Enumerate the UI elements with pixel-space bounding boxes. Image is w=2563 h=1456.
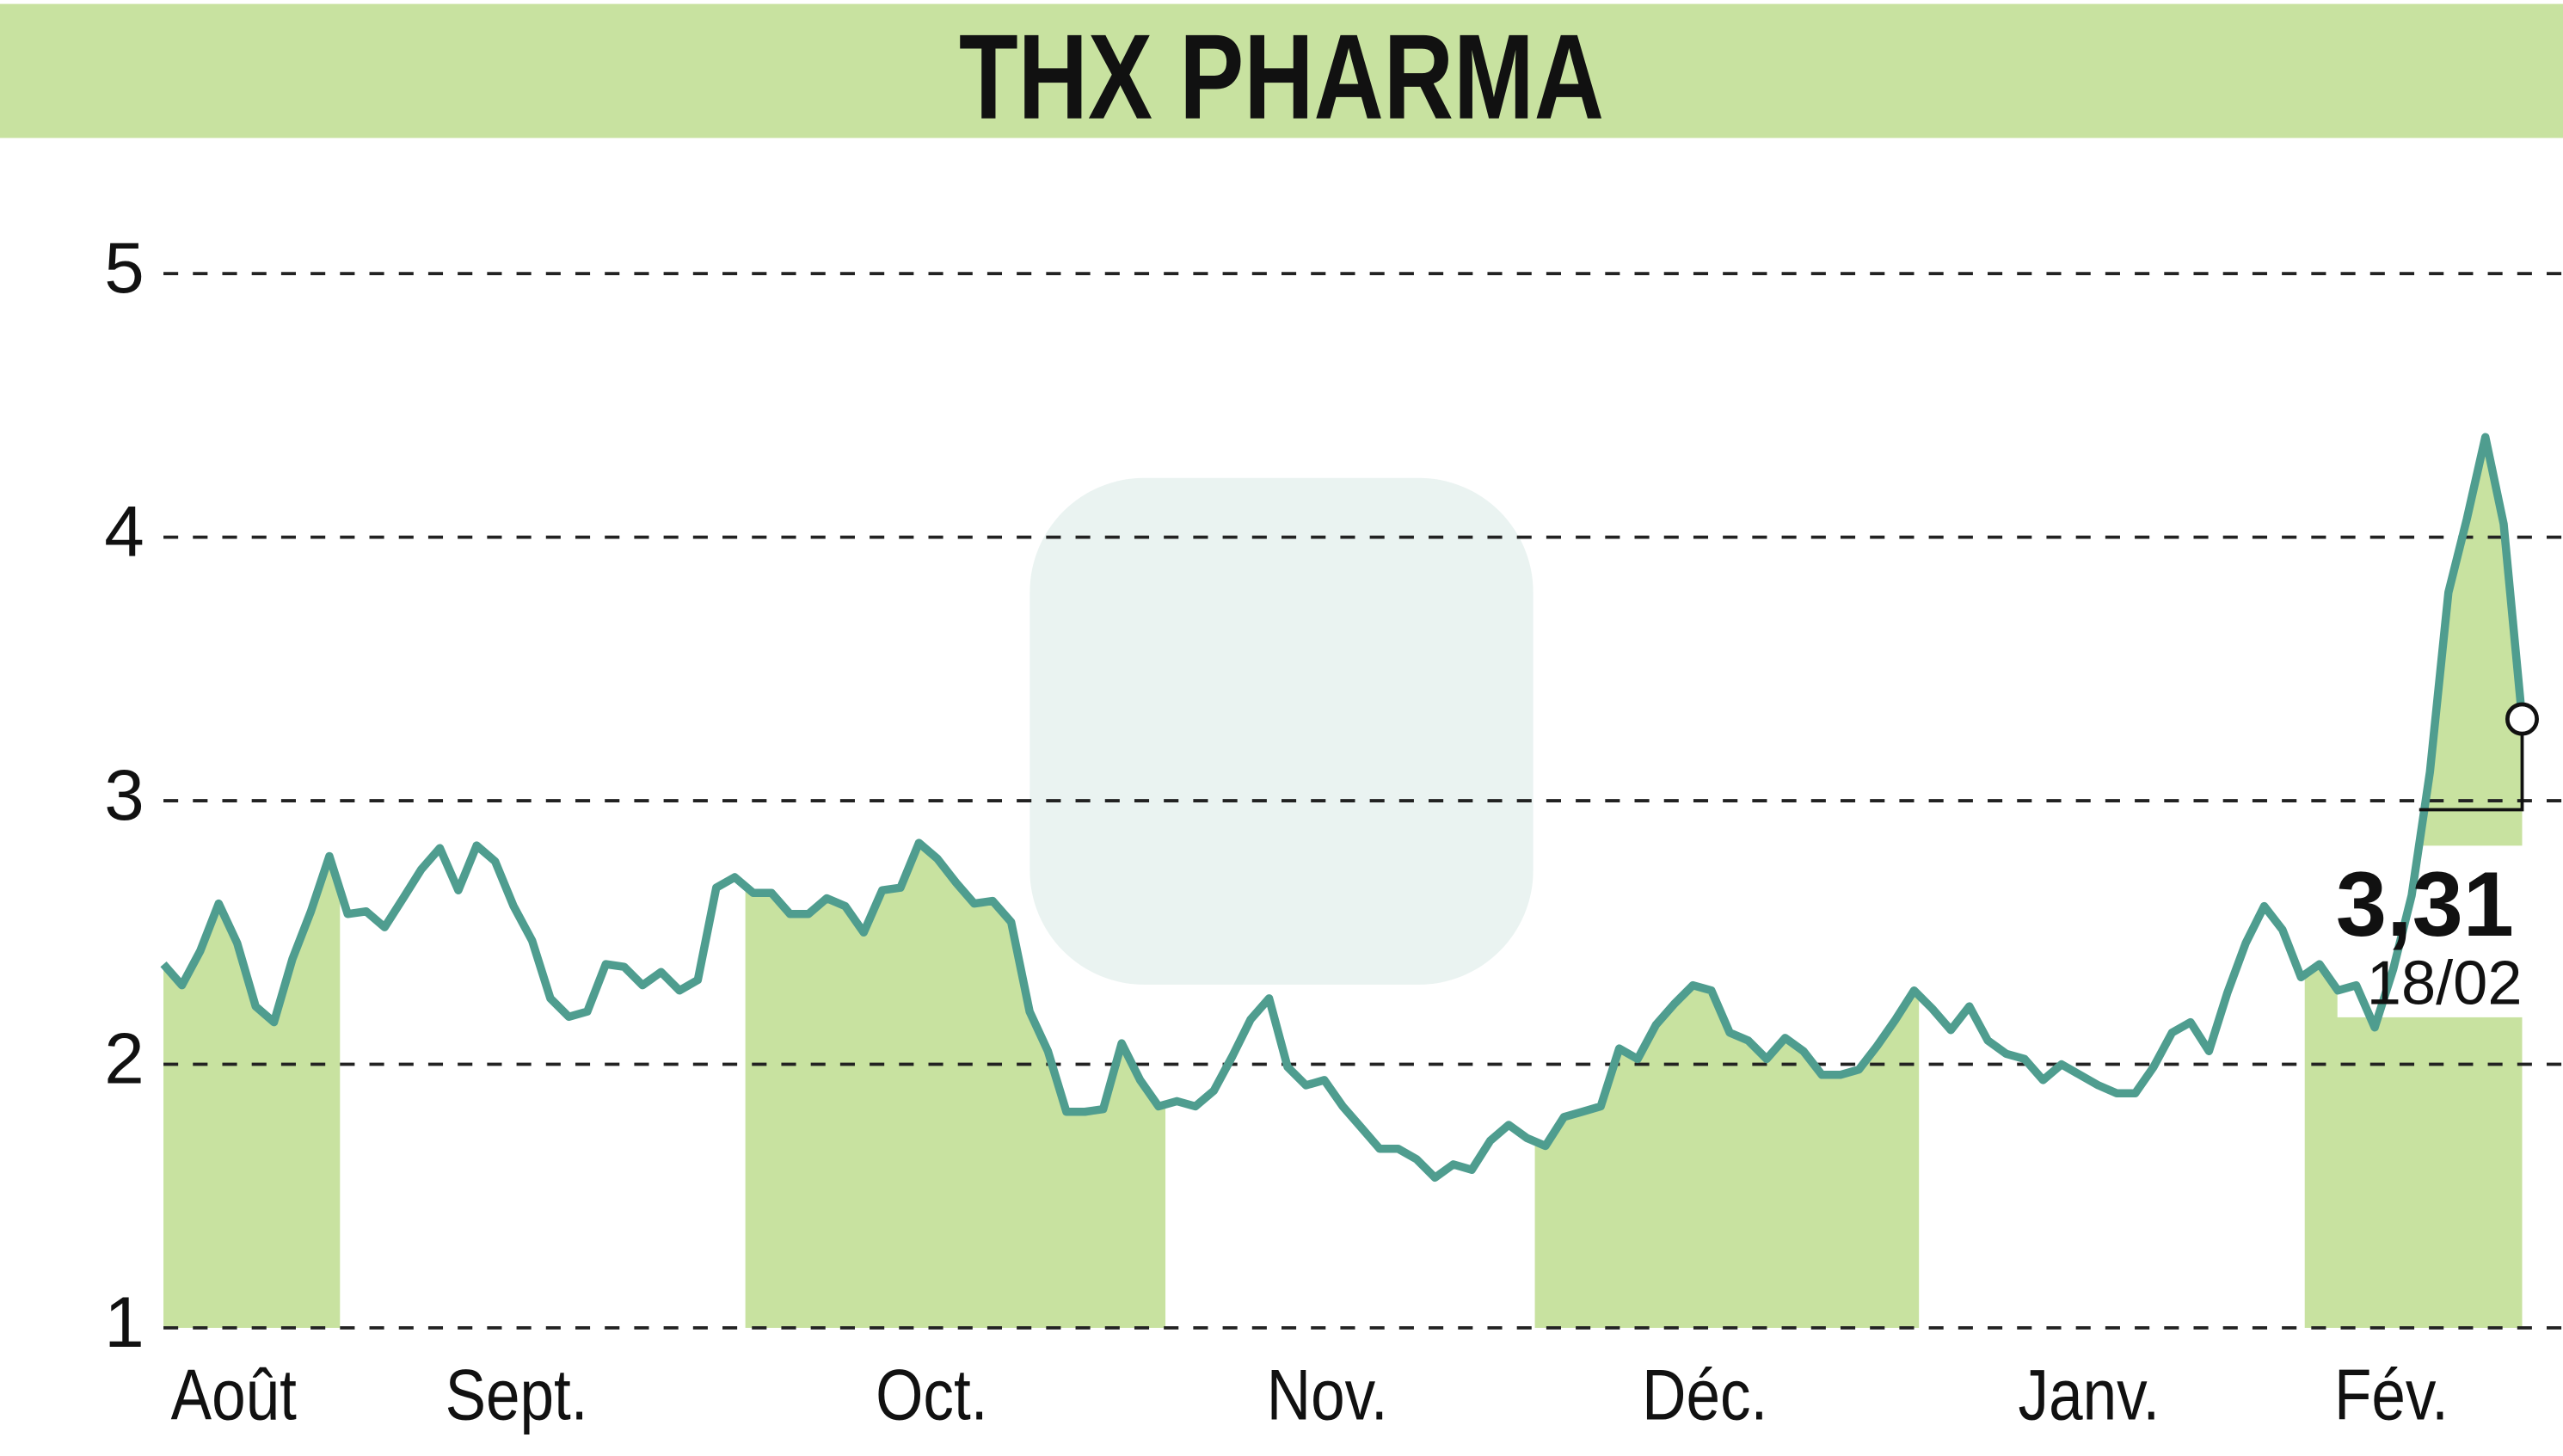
y-tick-label: 3 xyxy=(104,754,144,835)
last-leader xyxy=(2419,719,2524,812)
x-tick-label: Sept. xyxy=(446,1355,588,1435)
x-tick-label: Août xyxy=(171,1355,297,1435)
last-marker xyxy=(2505,702,2539,736)
x-tick-label: Nov. xyxy=(1267,1355,1388,1435)
x-tick-label: Janv. xyxy=(2019,1355,2160,1435)
label-box xyxy=(2337,845,2526,1017)
x-tick-label: Déc. xyxy=(1642,1355,1767,1435)
last-value-label: 3,31 xyxy=(2336,853,2514,955)
y-tick-label: 4 xyxy=(104,491,144,572)
grid: 1 2 3 4 5 xyxy=(104,227,2563,1362)
watermark xyxy=(1030,477,1533,985)
line xyxy=(160,433,2527,1183)
x-tick-label: Oct. xyxy=(876,1355,987,1435)
y-tick-label: 2 xyxy=(104,1018,144,1099)
title-bar xyxy=(0,3,2563,138)
chart-title: THX PHARMA xyxy=(959,9,1604,144)
x-tick-label: Fév. xyxy=(2334,1355,2449,1435)
last-date-label: 18/02 xyxy=(2367,949,2523,1018)
y-tick-label: 5 xyxy=(104,227,144,308)
y-tick-label: 1 xyxy=(104,1281,144,1362)
